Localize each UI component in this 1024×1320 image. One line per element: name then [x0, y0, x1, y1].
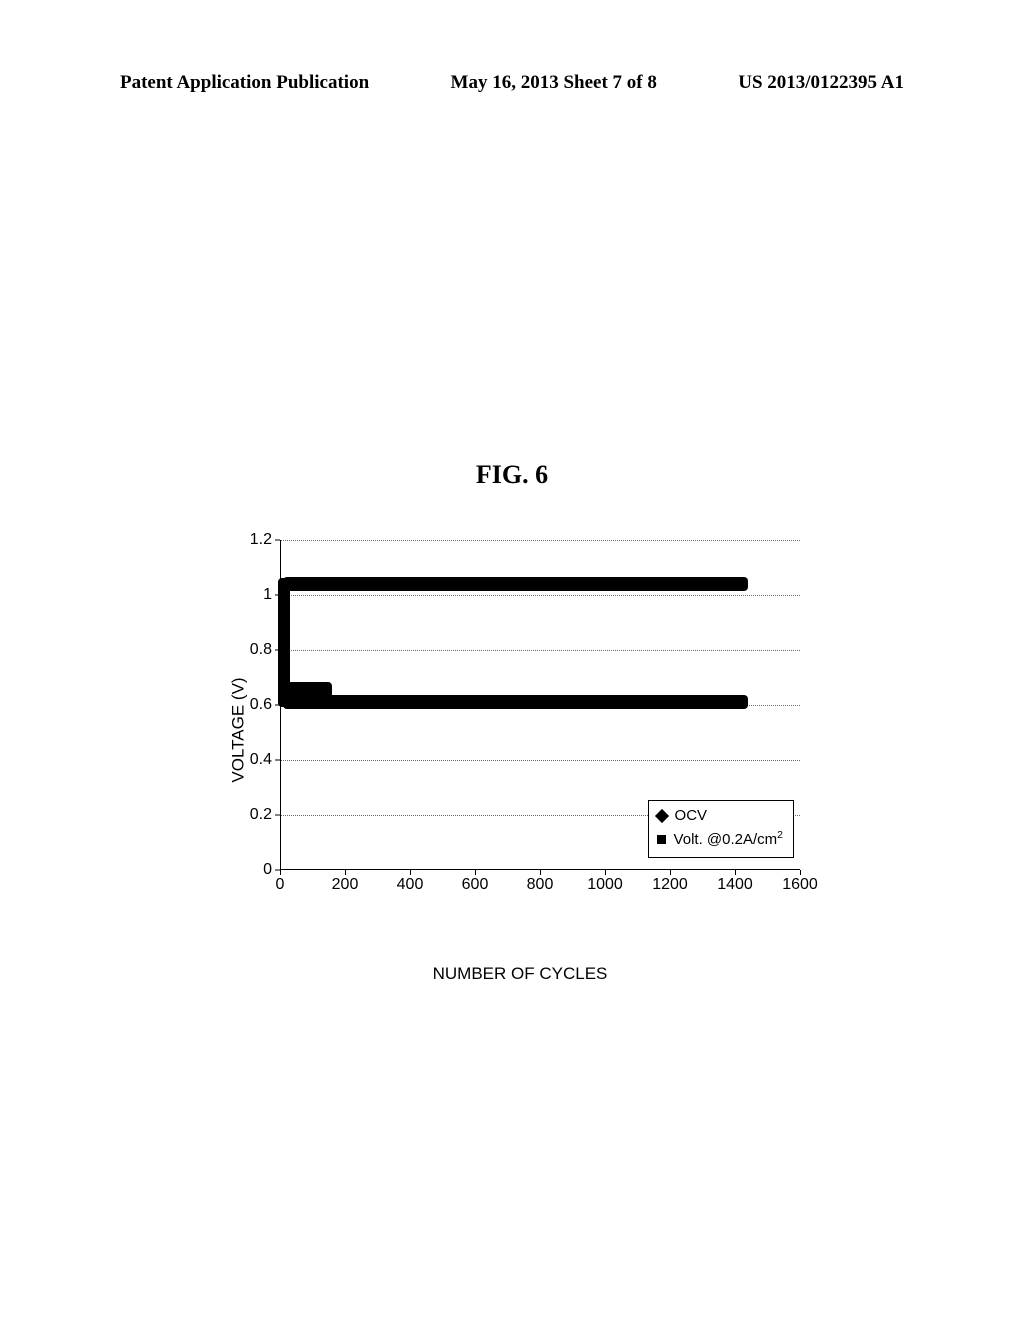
gridline [280, 595, 800, 596]
xtick-label: 1400 [717, 876, 753, 894]
series-volt [283, 695, 748, 709]
figure-label: FIG. 6 [0, 460, 1024, 490]
legend-label: OCV [675, 805, 708, 828]
xtick-label: 600 [462, 876, 489, 894]
plot-area: 0 0.2 0.4 0.6 0.8 1 1.2 0 200 400 600 80… [280, 540, 800, 870]
x-axis-label: NUMBER OF CYCLES [220, 964, 820, 984]
square-icon [657, 835, 666, 844]
xtick [345, 870, 346, 875]
xtick [605, 870, 606, 875]
page-header: Patent Application Publication May 16, 2… [0, 72, 1024, 94]
legend-item-volt: Volt. @0.2A/cm2 [657, 828, 783, 852]
gridline [280, 540, 800, 541]
xtick-label: 200 [332, 876, 359, 894]
ytick-label: 0.8 [250, 641, 272, 659]
xtick [280, 870, 281, 875]
legend-label: Volt. @0.2A/cm2 [674, 828, 783, 852]
xtick-label: 400 [397, 876, 424, 894]
ytick [275, 814, 280, 815]
header-right: US 2013/0122395 A1 [738, 72, 904, 94]
ytick-label: 1 [263, 586, 272, 604]
gridline [280, 650, 800, 651]
legend-item-ocv: OCV [657, 805, 783, 828]
ytick-label: 0.4 [250, 751, 272, 769]
ytick-label: 0 [263, 861, 272, 879]
legend: OCV Volt. @0.2A/cm2 [648, 800, 794, 858]
xtick [410, 870, 411, 875]
ytick-label: 0.6 [250, 696, 272, 714]
voltage-cycles-chart: VOLTAGE (V) 0 0.2 0.4 0.6 0.8 1 1.2 0 20… [220, 530, 820, 930]
ytick [275, 759, 280, 760]
header-left: Patent Application Publication [120, 72, 369, 94]
series-ocv [283, 577, 748, 591]
xtick-label: 1600 [782, 876, 818, 894]
gridline [280, 760, 800, 761]
xtick-label: 0 [276, 876, 285, 894]
xtick-label: 800 [527, 876, 554, 894]
ytick-label: 0.2 [250, 806, 272, 824]
xtick [735, 870, 736, 875]
y-axis-label: VOLTAGE (V) [229, 677, 249, 782]
ytick [275, 540, 280, 541]
xtick [800, 870, 801, 875]
header-center: May 16, 2013 Sheet 7 of 8 [451, 72, 657, 94]
xtick [475, 870, 476, 875]
ytick-label: 1.2 [250, 531, 272, 549]
diamond-icon [654, 809, 668, 823]
xtick [540, 870, 541, 875]
xtick-label: 1000 [587, 876, 623, 894]
xtick-label: 1200 [652, 876, 688, 894]
xtick [670, 870, 671, 875]
